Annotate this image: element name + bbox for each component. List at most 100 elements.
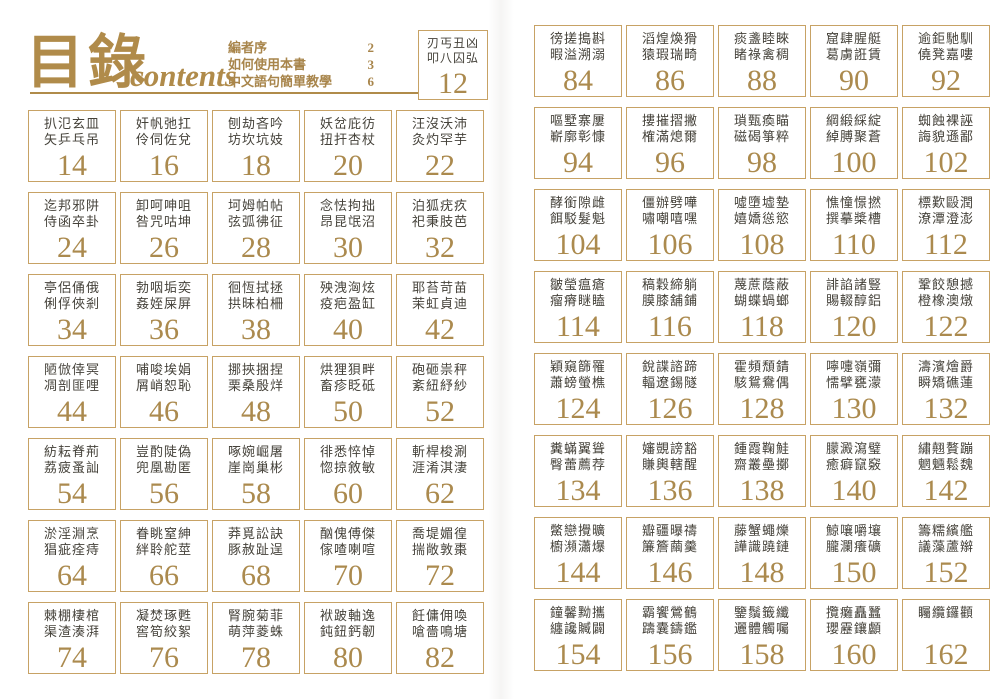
entry-page-number: 114 <box>556 310 600 343</box>
entry-characters: 飪傭佣喚 嗆嗇鳴塘 <box>411 608 468 639</box>
toc-entry: 袱跛軸逸 鈍鈕鈣韌 80 <box>304 602 392 674</box>
entry-characters: 妖岔庇彷 扭扞杏杖 <box>319 116 376 147</box>
entry-characters: 淤淫淵烹 猖疵痊痔 <box>43 526 100 557</box>
toc-entry: 鐘馨黝攜 纏讒贓闢 154 <box>534 599 622 671</box>
toc-entry: 徊恆拭拯 拱昧柏柵 38 <box>212 274 300 346</box>
entry-characters: 瑣甄瘓瞄 磁碣箏粹 <box>733 113 790 144</box>
toc-entry: 勃咽垢奕 姦姪屎屏 36 <box>120 274 208 346</box>
entry-characters: 亭侶俑俄 俐俘俠剎 <box>43 280 100 311</box>
right-page-grid: 徬搓搗斟 暇溢溯溺 84 滔煌煥猾 猿瑕瑞畸 86 痰盞睦睞 睹祿禽稠 88 窟肆腥艇 葛虜… <box>534 25 990 671</box>
toc-entry: 僵辦劈嘩 嘯嘲嘻嘿 106 <box>626 189 714 261</box>
entry-characters: 泊狐疣疚 祀秉肢芭 <box>411 198 468 229</box>
toc-entry: 嬸覬謗豁 賺輿轄醒 136 <box>626 435 714 507</box>
entry-characters: 挪挾捆捏 栗桑殷烊 <box>227 362 284 393</box>
toc-entry: 標歎毆潤 潦潭澄澎 112 <box>902 189 990 261</box>
front-matter-item: 編者序 2 <box>228 39 374 56</box>
entry-page-number: 16 <box>149 149 179 182</box>
page-fold-shadow <box>488 0 514 699</box>
entry-page-number: 80 <box>333 641 363 674</box>
entry-page-number: 130 <box>831 392 877 425</box>
toc-entry: 霍頻頹錆 駭鴛鴦偶 128 <box>718 353 806 425</box>
toc-entry: 綱緞綵綻 綽膊聚蒼 100 <box>810 107 898 179</box>
toc-entry: 坷姆帕帖 弦弧彿征 28 <box>212 192 300 264</box>
entry-page-number: 146 <box>647 556 693 589</box>
entry-page-number: 138 <box>739 474 785 507</box>
entry-characters: 啄婉崛屠 崖崗巢彬 <box>227 444 284 475</box>
entry-characters: 嚀嚏嶺彌 懦擘甕濛 <box>825 359 882 390</box>
entry-page-number: 12 <box>438 67 468 100</box>
entry-page-number: 160 <box>831 638 877 671</box>
entry-characters: 滔煌煥猾 猿瑕瑞畸 <box>641 31 698 62</box>
entry-page-number: 104 <box>555 228 601 261</box>
entry-page-number: 102 <box>923 146 969 179</box>
toc-entry: 妖岔庇彷 扭扞杏杖 20 <box>304 110 392 182</box>
entry-page-number: 64 <box>57 559 87 592</box>
entry-page-number: 116 <box>648 310 692 343</box>
entry-characters: 逾鉅馳馴 僥凳嘉嘍 <box>917 31 974 62</box>
entry-characters: 鯨嚷嚼壤 朧瀾癢礦 <box>825 523 882 554</box>
entry-characters: 刨劫吝吟 坊坎坑妓 <box>227 116 284 147</box>
toc-entry: 亭侶俑俄 俐俘俠剎 34 <box>28 274 116 346</box>
front-matter-label: 如何使用本書 <box>228 57 307 72</box>
entry-page-number: 24 <box>57 231 87 264</box>
entry-page-number: 38 <box>241 313 271 346</box>
toc-entry: 汪沒沃沛 灸灼罕芋 22 <box>396 110 484 182</box>
left-page-grid: 扒氾玄皿 矢乒乓吊 14 奸帆弛扛 伶伺佐兌 16 刨劫吝吟 坊坎坑妓 18 妖岔庇彷 扭扞… <box>28 110 484 674</box>
front-matter-page: 2 <box>367 40 375 55</box>
entry-characters: 鑒鬚籤纖 邐體觸囑 <box>733 605 790 636</box>
entry-page-number: 150 <box>831 556 877 589</box>
entry-page-number: 148 <box>739 556 785 589</box>
entry-characters: 綱緞綵綻 綽膊聚蒼 <box>825 113 882 144</box>
entry-characters: 陋倣倖冥 凋剖匪哩 <box>43 362 100 393</box>
entry-characters: 扒氾玄皿 矢乒乓吊 <box>43 116 100 147</box>
entry-page-number: 72 <box>425 559 455 592</box>
entry-page-number: 74 <box>57 641 87 674</box>
entry-page-number: 106 <box>647 228 693 261</box>
toc-entry: 凝焚琢甦 窖筍絞絮 76 <box>120 602 208 674</box>
entry-characters: 誹諂諸豎 賜輟醇鋁 <box>825 277 882 308</box>
toc-entry: 鯨嚷嚼壤 朧瀾癢礦 150 <box>810 517 898 589</box>
entry-page-number: 118 <box>740 310 784 343</box>
entry-characters: 鱉戀攪曠 櫥瀕瀟爆 <box>549 523 606 554</box>
toc-entry: 繡翹贅蹦 魍魎鬆魏 142 <box>902 435 990 507</box>
toc-entry: 刃丐丑凶 叩八囚弘 12 <box>418 30 488 100</box>
toc-entry: 扒氾玄皿 矢乒乓吊 14 <box>28 110 116 182</box>
page-title-english: contents <box>130 58 237 93</box>
entry-characters: 念怯拘拙 昂昆氓沼 <box>319 198 376 229</box>
entry-page-number: 56 <box>149 477 179 510</box>
entry-page-number: 92 <box>931 64 961 97</box>
entry-page-number: 122 <box>923 310 969 343</box>
entry-page-number: 94 <box>563 146 593 179</box>
toc-entry: 淤淫淵烹 猖疵痊痔 64 <box>28 520 116 592</box>
toc-entry: 殃洩洶炫 疫疤盈缸 40 <box>304 274 392 346</box>
entry-page-number: 26 <box>149 231 179 264</box>
entry-page-number: 22 <box>425 149 455 182</box>
entry-characters: 攬癱矗蠶 瓔靂鑲顱 <box>825 605 882 636</box>
entry-characters: 酵銜隙雌 餌駁髮魁 <box>549 195 606 226</box>
entry-characters: 瓣疆曝禱 簾簷繭羹 <box>641 523 698 554</box>
toc-entry: 霸饗鶯鶴 躊囊鑄鑑 156 <box>626 599 714 671</box>
entry-characters: 標歎毆潤 潦潭澄澎 <box>917 195 974 226</box>
entry-characters: 砲砸祟秤 紊紐紓紗 <box>411 362 468 393</box>
entry-page-number: 20 <box>333 149 363 182</box>
entry-characters: 殃洩洶炫 疫疤盈缸 <box>319 280 376 311</box>
entry-page-number: 82 <box>425 641 455 674</box>
entry-page-number: 86 <box>655 64 685 97</box>
divider-line <box>30 92 419 94</box>
entry-page-number: 66 <box>149 559 179 592</box>
entry-page-number: 60 <box>333 477 363 510</box>
entry-page-number: 162 <box>923 638 969 671</box>
toc-entry: 啄婉崛屠 崖崗巢彬 58 <box>212 438 300 510</box>
entry-page-number: 140 <box>831 474 877 507</box>
entry-characters: 喬堤媚徨 揣敞敦棗 <box>411 526 468 557</box>
entry-page-number: 128 <box>739 392 785 425</box>
entry-characters: 汪沒沃沛 灸灼罕芋 <box>411 116 468 147</box>
toc-entry: 砲砸祟秤 紊紐紓紗 52 <box>396 356 484 428</box>
toc-entry: 嚀嚏嶺彌 懦擘甕濛 130 <box>810 353 898 425</box>
entry-page-number: 36 <box>149 313 179 346</box>
toc-entry: 瓣疆曝禱 簾簷繭羹 146 <box>626 517 714 589</box>
entry-page-number: 78 <box>241 641 271 674</box>
entry-characters: 莽覓訟訣 豚赦趾逞 <box>227 526 284 557</box>
entry-characters: 朦澱瀉璧 癒癖竄竅 <box>825 441 882 472</box>
entry-characters: 眷眺窒紳 絆聆舵莖 <box>135 526 192 557</box>
